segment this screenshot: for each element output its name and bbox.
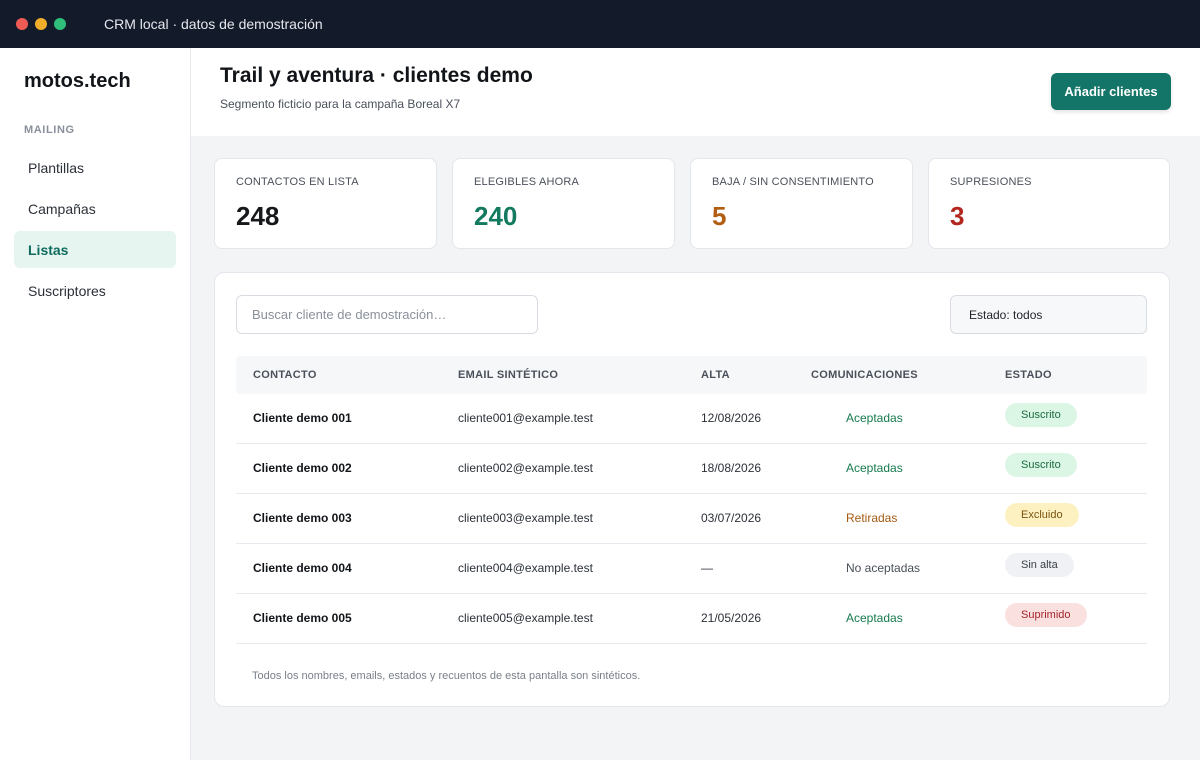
window-controls bbox=[16, 18, 66, 30]
stat-value: 5 bbox=[712, 201, 727, 231]
table-row[interactable]: Cliente demo 001 cliente001@example.test… bbox=[236, 394, 1147, 444]
stat-card-baja: BAJA / SIN CONSENTIMIENTO 5 bbox=[690, 158, 913, 249]
minimize-window-button[interactable] bbox=[35, 18, 47, 30]
table-row[interactable]: Cliente demo 004 cliente004@example.test… bbox=[236, 544, 1147, 594]
status-badge: Sin alta bbox=[1005, 553, 1074, 577]
contact-date: 21/05/2026 bbox=[701, 611, 762, 625]
page-subtitle: Segmento ficticio para la campaña Boreal… bbox=[220, 97, 461, 111]
contact-date: 18/08/2026 bbox=[701, 461, 762, 475]
sidebar-item-suscriptores[interactable]: Suscriptores bbox=[28, 282, 106, 299]
stat-label: CONTACTOS EN LISTA bbox=[236, 176, 359, 188]
contact-date: 12/08/2026 bbox=[701, 411, 762, 425]
column-header-comunicaciones[interactable]: COMUNICACIONES bbox=[811, 369, 918, 381]
sidebar: motos.tech MAILING Plantillas Campañas L… bbox=[0, 48, 191, 760]
contact-email: cliente004@example.test bbox=[458, 561, 593, 575]
contact-name[interactable]: Cliente demo 001 bbox=[253, 411, 352, 425]
window-title: CRM local · datos de demostración bbox=[104, 16, 323, 32]
contact-comms: Aceptadas bbox=[846, 611, 903, 625]
status-badge: Suscrito bbox=[1005, 403, 1077, 427]
status-badge: Suprimido bbox=[1005, 603, 1087, 627]
page-title: Trail y aventura · clientes demo bbox=[220, 64, 533, 87]
brand-logo[interactable]: motos.tech bbox=[24, 70, 131, 92]
contact-email: cliente002@example.test bbox=[458, 461, 593, 475]
status-badge: Excluido bbox=[1005, 503, 1079, 527]
contact-date: 03/07/2026 bbox=[701, 511, 762, 525]
stat-label: SUPRESIONES bbox=[950, 176, 1032, 188]
table-row[interactable]: Cliente demo 003 cliente003@example.test… bbox=[236, 494, 1147, 544]
sidebar-item-campanas[interactable]: Campañas bbox=[28, 200, 96, 217]
table-row[interactable]: Cliente demo 002 cliente002@example.test… bbox=[236, 444, 1147, 494]
column-header-estado[interactable]: ESTADO bbox=[1005, 369, 1052, 381]
table-row[interactable]: Cliente demo 005 cliente005@example.test… bbox=[236, 594, 1147, 644]
add-clients-button[interactable]: Añadir clientes bbox=[1051, 73, 1171, 110]
sidebar-item-listas[interactable]: Listas bbox=[14, 231, 176, 268]
stat-card-elegibles: ELEGIBLES AHORA 240 bbox=[452, 158, 675, 249]
stat-label: BAJA / SIN CONSENTIMIENTO bbox=[712, 176, 874, 188]
contact-name[interactable]: Cliente demo 005 bbox=[253, 611, 352, 625]
stat-value: 240 bbox=[474, 201, 518, 231]
contact-comms: Aceptadas bbox=[846, 461, 903, 475]
stat-label: ELEGIBLES AHORA bbox=[474, 176, 580, 188]
status-badge: Suscrito bbox=[1005, 453, 1077, 477]
contact-comms: No aceptadas bbox=[846, 561, 921, 575]
maximize-window-button[interactable] bbox=[54, 18, 66, 30]
contact-email: cliente005@example.test bbox=[458, 611, 593, 625]
sidebar-nav: Plantillas Campañas Listas Suscriptores bbox=[14, 149, 176, 313]
contact-email: cliente003@example.test bbox=[458, 511, 593, 525]
contact-name[interactable]: Cliente demo 003 bbox=[253, 511, 352, 525]
stat-value: 248 bbox=[236, 201, 280, 231]
status-filter-select[interactable]: Estado: todos bbox=[950, 295, 1147, 334]
contact-name[interactable]: Cliente demo 004 bbox=[253, 561, 352, 575]
window-titlebar: CRM local · datos de demostración bbox=[0, 0, 1200, 48]
column-header-alta[interactable]: ALTA bbox=[701, 369, 730, 381]
page-header: Trail y aventura · clientes demo Segment… bbox=[191, 48, 1200, 136]
contact-date: — bbox=[701, 561, 713, 575]
table-header: CONTACTO EMAIL SINTÉTICO ALTA COMUNICACI… bbox=[236, 356, 1147, 394]
contacts-card: Estado: todos CONTACTO EMAIL SINTÉTICO A… bbox=[214, 272, 1170, 707]
contact-comms: Aceptadas bbox=[846, 411, 903, 425]
contact-email: cliente001@example.test bbox=[458, 411, 593, 425]
sidebar-section-label: MAILING bbox=[24, 124, 75, 136]
sidebar-item-plantillas[interactable]: Plantillas bbox=[28, 159, 85, 176]
column-header-email[interactable]: EMAIL SINTÉTICO bbox=[458, 369, 559, 381]
stat-card-contactos: CONTACTOS EN LISTA 248 bbox=[214, 158, 437, 249]
search-input[interactable] bbox=[236, 295, 538, 334]
column-header-contacto[interactable]: CONTACTO bbox=[253, 369, 317, 381]
footnote: Todos los nombres, emails, estados y rec… bbox=[252, 670, 641, 682]
contact-comms: Retiradas bbox=[846, 511, 898, 525]
stat-value: 3 bbox=[950, 201, 965, 231]
contact-name[interactable]: Cliente demo 002 bbox=[253, 461, 352, 475]
stat-card-supresiones: SUPRESIONES 3 bbox=[928, 158, 1170, 249]
close-window-button[interactable] bbox=[16, 18, 28, 30]
